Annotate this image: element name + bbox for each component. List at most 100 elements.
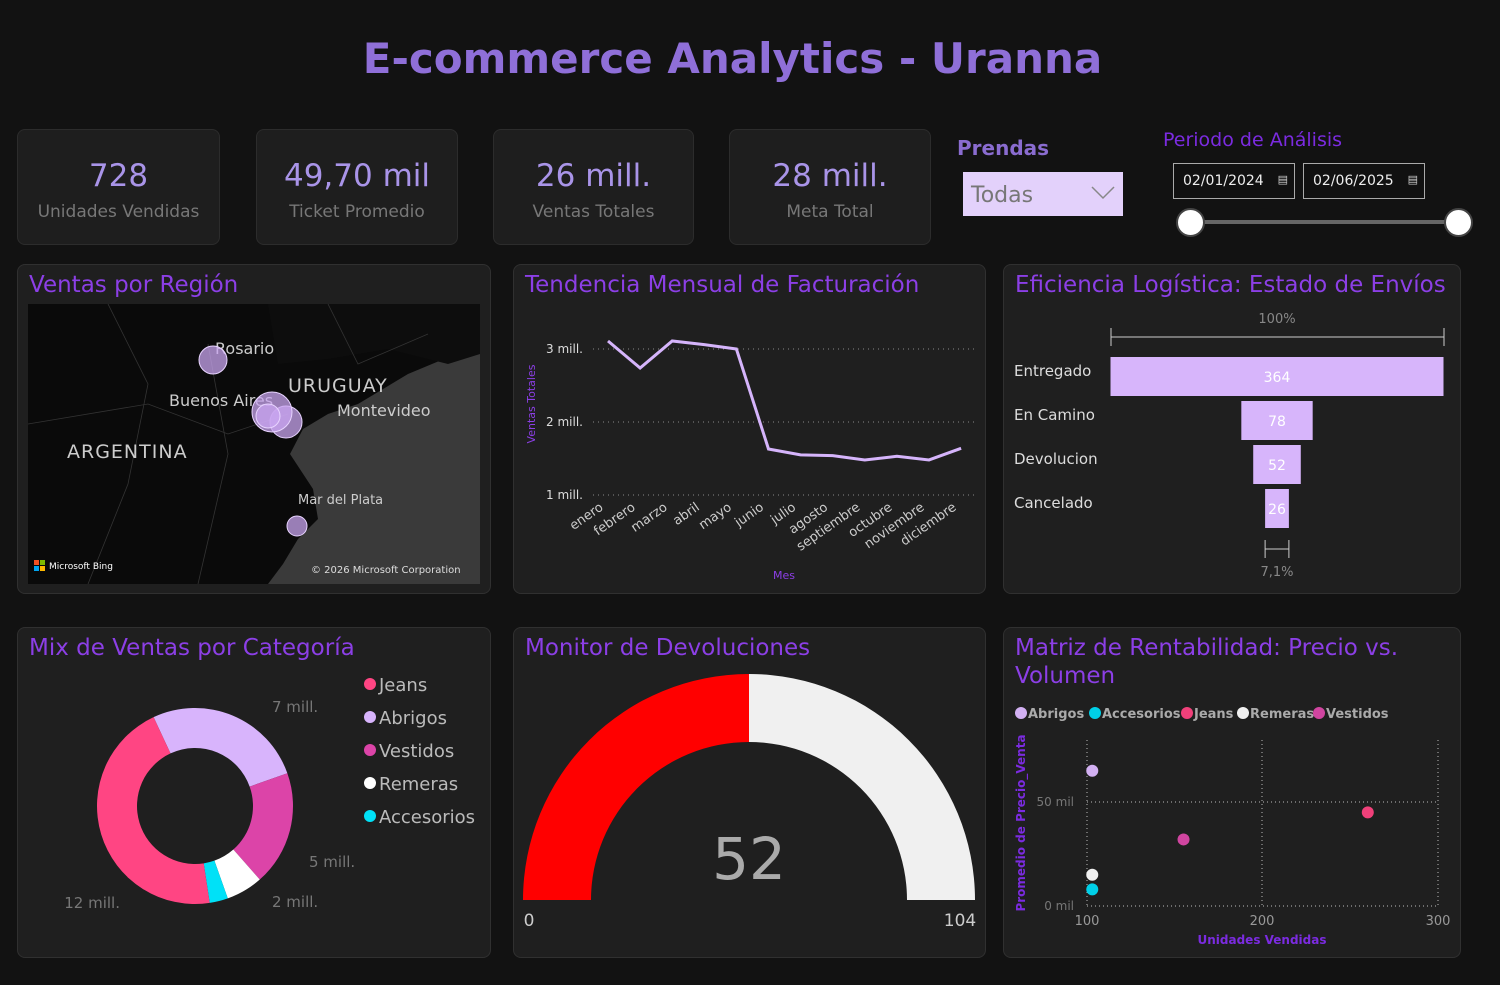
date-end-input[interactable]: 02/06/2025 ▤ — [1303, 163, 1425, 199]
date-slider-track[interactable] — [1190, 220, 1459, 224]
kpi-card-ticket: 49,70 mil Ticket Promedio — [256, 129, 458, 245]
line-series[interactable] — [607, 339, 962, 462]
gauge-track — [749, 674, 975, 900]
data-point[interactable] — [863, 458, 867, 462]
donut-slice-jeans[interactable] — [97, 717, 210, 904]
funnel-bar[interactable] — [1253, 445, 1301, 484]
map-label: Rosario — [215, 339, 274, 358]
data-point[interactable] — [670, 339, 674, 343]
data-point[interactable] — [799, 453, 803, 457]
legend-item[interactable]: Jeans — [1193, 707, 1234, 722]
donut-data-label: 5 mill. — [309, 853, 355, 871]
donut-chart: 7 mill. 5 mill. 2 mill. 12 mill. Jeans Abrigo… — [64, 675, 475, 912]
funnel-category-label: Entregado — [1014, 362, 1091, 380]
calendar-icon[interactable]: ▤ — [1277, 173, 1288, 186]
funnel-panel: Eficiencia Logística: Estado de Envíos — [1003, 264, 1461, 594]
funnel-bar[interactable] — [1110, 357, 1444, 396]
donut-slice-abrigos[interactable] — [153, 708, 288, 787]
data-point[interactable] — [638, 366, 642, 370]
legend-item[interactable]: Accesorios — [1102, 707, 1181, 722]
funnel-range-bracket — [1110, 328, 1445, 346]
data-point[interactable] — [767, 447, 771, 451]
gauge-fill — [523, 674, 749, 900]
donut-data-label: 2 mill. — [272, 893, 318, 911]
x-tick-label: 100 — [1075, 914, 1100, 929]
donut-slice-vestidos[interactable] — [233, 773, 293, 880]
data-point[interactable] — [734, 347, 738, 351]
kpi-value: 26 mill. — [535, 158, 652, 194]
y-tick-label: 50 mil — [1037, 795, 1074, 809]
map-bubble-mar-del-plata[interactable] — [286, 515, 308, 537]
legend-item[interactable]: Vestidos — [1326, 707, 1389, 722]
y-tick-label: 0 mil — [1044, 899, 1074, 913]
scatter-point-accesorios[interactable] — [1086, 883, 1099, 896]
microsoft-logo — [34, 560, 45, 571]
map-bubble-buenos-aires[interactable] — [255, 403, 281, 429]
scatter-panel: Matriz de Rentabilidad: Precio vs. Volum… — [1003, 627, 1461, 958]
legend-item[interactable]: Remeras — [1250, 707, 1314, 722]
map-label: URUGUAY — [288, 375, 388, 397]
data-point[interactable] — [606, 339, 610, 343]
funnel-category-label: Devolucion — [1014, 450, 1098, 468]
kpi-label: Ticket Promedio — [289, 202, 425, 222]
periodo-label: Periodo de Análisis — [1163, 129, 1343, 151]
x-axis-title: Mes — [773, 569, 795, 582]
legend-marker-icon — [364, 678, 376, 690]
date-slider-end-handle[interactable] — [1444, 208, 1473, 237]
prendas-label: Prendas — [957, 136, 1050, 160]
legend-item[interactable]: Abrigos — [1028, 707, 1084, 722]
legend-marker-icon — [364, 810, 376, 822]
map-visual[interactable]: Rosario URUGUAY Buenos Aires Montevideo … — [28, 304, 480, 584]
panel-title: Monitor de Devoluciones — [525, 635, 811, 661]
x-tick-label: 200 — [1250, 914, 1275, 929]
legend-item[interactable]: Remeras — [379, 774, 458, 795]
scatter-chart: 100 200 300 0 mil 50 mil Unidades Vendidas Pro… — [1014, 707, 1451, 947]
panel-title: Ventas por Región — [29, 272, 239, 298]
data-point[interactable] — [927, 458, 931, 462]
funnel-value-label: 52 — [1268, 458, 1286, 474]
x-tick-label: junio — [731, 500, 766, 531]
data-point[interactable] — [959, 446, 963, 450]
chevron-down-icon — [1091, 186, 1115, 200]
funnel-bar[interactable] — [1241, 401, 1313, 440]
date-slider-start-handle[interactable] — [1176, 208, 1205, 237]
legend-item[interactable]: Abrigos — [379, 708, 447, 729]
kpi-value: 49,70 mil — [283, 158, 431, 194]
legend-item[interactable]: Jeans — [378, 675, 427, 696]
prendas-value: Todas — [971, 183, 1034, 208]
data-point[interactable] — [895, 454, 899, 458]
donut-slice-remeras[interactable] — [214, 849, 260, 899]
panel-title: Tendencia Mensual de Facturación — [525, 272, 920, 298]
date-start-input[interactable]: 02/01/2024 ▤ — [1173, 163, 1295, 199]
donut-data-label: 12 mill. — [64, 894, 120, 912]
x-tick-label: 300 — [1426, 914, 1451, 929]
legend-marker-icon — [1237, 707, 1249, 719]
scatter-point-abrigos[interactable] — [1086, 764, 1099, 777]
scatter-point-jeans[interactable] — [1361, 806, 1374, 819]
funnel-category-label: En Camino — [1014, 406, 1095, 424]
line-chart-panel: Tendencia Mensual de Facturación — [513, 264, 986, 594]
panel-title: Mix de Ventas por Categoría — [29, 635, 355, 661]
legend-marker-icon — [1089, 707, 1101, 719]
x-tick-label: marzo — [628, 500, 670, 536]
legend-item[interactable]: Vestidos — [379, 741, 454, 762]
legend-item[interactable]: Accesorios — [379, 807, 475, 828]
kpi-card-unidades: 728 Unidades Vendidas — [17, 129, 220, 245]
funnel-value-label: 26 — [1268, 502, 1286, 518]
y-tick-label: 1 mill. — [546, 488, 583, 502]
calendar-icon[interactable]: ▤ — [1407, 173, 1418, 186]
funnel-bar[interactable] — [1265, 489, 1289, 528]
date-start-value: 02/01/2024 — [1183, 173, 1264, 189]
funnel-bottom-bracket — [1264, 540, 1290, 558]
map-label: Mar del Plata — [298, 493, 383, 508]
donut-slice-accesorios[interactable] — [203, 860, 228, 903]
gauge-value: 52 — [712, 825, 786, 893]
legend-marker-icon — [364, 711, 376, 723]
map-bubble-rosario[interactable] — [198, 345, 228, 375]
scatter-point-vestidos[interactable] — [1177, 833, 1190, 846]
data-point[interactable] — [831, 454, 835, 458]
prendas-dropdown[interactable]: Todas — [963, 172, 1123, 216]
scatter-point-remeras[interactable] — [1086, 868, 1099, 881]
data-point[interactable] — [702, 343, 706, 347]
